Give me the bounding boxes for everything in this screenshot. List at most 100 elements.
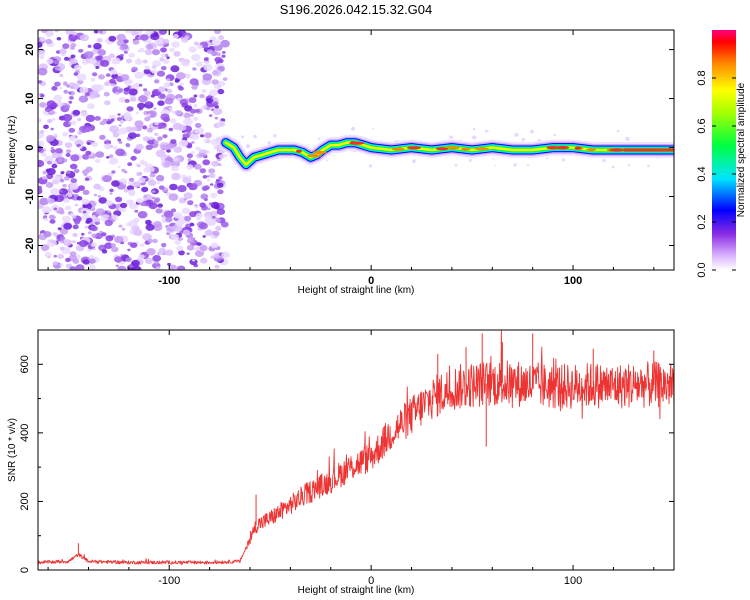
noise-blob bbox=[210, 139, 219, 146]
noise-blob bbox=[86, 142, 91, 145]
noise-blob bbox=[138, 83, 143, 87]
noise-blob bbox=[95, 66, 100, 69]
spectrogram-frame bbox=[37, 29, 675, 271]
noise-blob bbox=[186, 252, 190, 255]
noise-blob bbox=[148, 136, 154, 141]
noise-blob bbox=[91, 233, 97, 238]
noise-blob bbox=[147, 238, 154, 243]
noise-blob bbox=[71, 120, 77, 126]
y-tick-label: -10 bbox=[24, 189, 36, 205]
spectrogram-y-ticks: -20 -10 0 10 20 bbox=[24, 43, 674, 253]
noise-blob bbox=[173, 51, 181, 57]
colorbar-tick-label: 0.6 bbox=[696, 118, 708, 133]
ridge-peak bbox=[295, 149, 302, 153]
noise-blob bbox=[128, 220, 138, 228]
noise-blob bbox=[149, 172, 156, 178]
noise-blob bbox=[117, 113, 121, 116]
noise-blob bbox=[45, 38, 53, 45]
noise-blob bbox=[137, 102, 146, 109]
noise-blob bbox=[76, 196, 83, 201]
noise-blob bbox=[147, 179, 157, 187]
noise-blob bbox=[210, 234, 216, 239]
noise-blob bbox=[134, 58, 143, 65]
noise-blob bbox=[208, 168, 216, 174]
noise-blob bbox=[90, 225, 98, 232]
faint-dot bbox=[494, 164, 497, 167]
noise-blob bbox=[77, 130, 81, 133]
snr-panel: -100 0 100 0 200 400 600 Height of straight l… bbox=[7, 329, 675, 596]
noise-blob bbox=[127, 189, 136, 196]
noise-blob bbox=[72, 232, 78, 238]
noise-blob bbox=[130, 267, 136, 270]
noise-blob bbox=[107, 210, 111, 214]
noise-blob bbox=[201, 106, 205, 110]
noise-blob bbox=[124, 50, 128, 54]
noise-blob bbox=[104, 143, 112, 150]
noise-blob bbox=[38, 41, 43, 48]
noise-blob bbox=[198, 222, 208, 230]
noise-blob bbox=[160, 113, 170, 121]
ridge-peak bbox=[609, 148, 625, 152]
noise-blob bbox=[125, 30, 134, 34]
noise-blob bbox=[165, 249, 174, 256]
noise-blob bbox=[206, 178, 211, 182]
noise-blob bbox=[68, 34, 78, 42]
colorbar: 0.0 0.2 0.4 0.6 0.8 Normalized spectral ampl… bbox=[696, 30, 747, 278]
noise-blob bbox=[65, 149, 72, 154]
noise-blob bbox=[166, 88, 173, 94]
noise-blob bbox=[119, 53, 124, 57]
noise-blob bbox=[117, 88, 124, 93]
noise-blob bbox=[170, 65, 180, 73]
noise-blob bbox=[74, 203, 78, 207]
colorbar-tick-label: 0.0 bbox=[696, 262, 708, 277]
noise-blob bbox=[183, 198, 188, 201]
noise-blob bbox=[118, 97, 126, 103]
noise-blob bbox=[186, 164, 194, 170]
noise-blob bbox=[105, 73, 111, 77]
noise-blob bbox=[144, 90, 151, 96]
noise-blob bbox=[96, 55, 104, 62]
ridge-peak bbox=[435, 147, 449, 151]
noise-blob bbox=[125, 257, 132, 263]
noise-blob bbox=[122, 181, 127, 185]
noise-blob bbox=[90, 77, 96, 82]
noise-blob bbox=[118, 141, 123, 144]
noise-blob bbox=[202, 159, 211, 166]
noise-blob bbox=[59, 178, 65, 183]
noise-blob bbox=[65, 153, 71, 157]
noise-blob bbox=[104, 100, 111, 106]
noise-blob bbox=[218, 176, 223, 180]
colorbar-tick-label: 0.4 bbox=[696, 166, 708, 181]
noise-blob bbox=[117, 138, 122, 142]
faint-dot bbox=[253, 134, 257, 139]
noise-blob bbox=[192, 259, 196, 262]
noise-blob bbox=[125, 143, 131, 148]
y-tick-label: 200 bbox=[19, 492, 31, 510]
noise-blob bbox=[213, 84, 222, 90]
noise-blob bbox=[50, 127, 54, 131]
noise-blob bbox=[203, 64, 213, 71]
noise-blob bbox=[134, 82, 140, 87]
noise-blob bbox=[183, 117, 194, 126]
noise-blob bbox=[109, 192, 113, 195]
noise-blob bbox=[63, 89, 69, 94]
noise-blob bbox=[68, 135, 76, 142]
noise-blob bbox=[174, 110, 183, 116]
noise-blob bbox=[190, 114, 194, 117]
faint-dot bbox=[492, 158, 495, 160]
noise-blob bbox=[217, 58, 224, 64]
noise-blob bbox=[127, 248, 131, 252]
noise-blob bbox=[148, 202, 158, 210]
noise-blob bbox=[212, 216, 216, 219]
noise-blob bbox=[145, 219, 152, 225]
noise-blob bbox=[153, 107, 157, 110]
noise-blob bbox=[110, 243, 117, 248]
faint-dot bbox=[484, 129, 488, 133]
noise-blob bbox=[50, 215, 56, 220]
noise-blob bbox=[160, 53, 166, 58]
noise-blob bbox=[162, 39, 170, 44]
noise-blob bbox=[214, 116, 219, 120]
noise-blob bbox=[168, 193, 179, 201]
noise-blob bbox=[108, 154, 114, 158]
noise-blob bbox=[63, 105, 69, 110]
